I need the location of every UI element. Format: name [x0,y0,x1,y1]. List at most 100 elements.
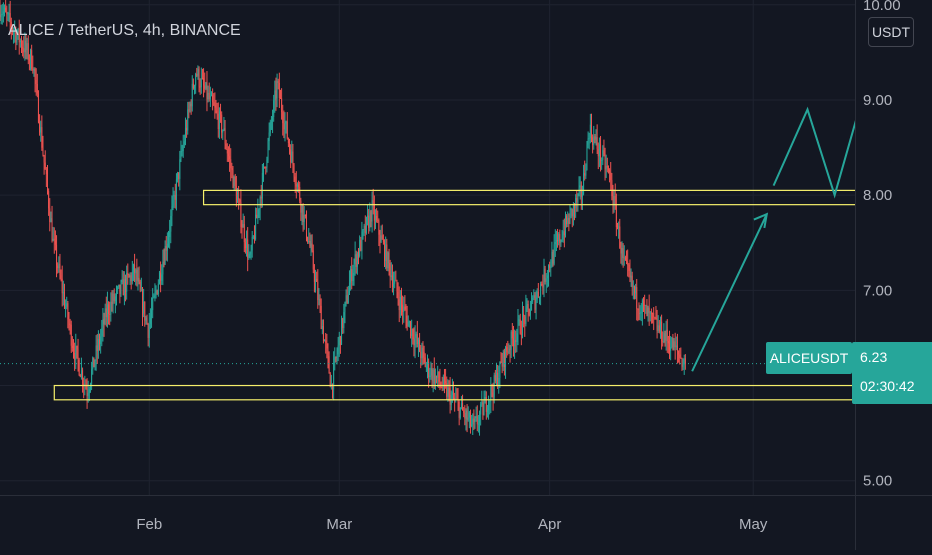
candle-body [411,329,413,336]
candle-body [624,257,626,260]
candle-body [477,423,479,425]
candle-body [654,317,656,319]
candle-body [52,238,54,241]
candle-body [221,114,223,133]
candle-body [453,391,455,398]
candle-body [393,283,395,287]
candle-body [405,309,407,316]
candle-body [129,275,131,278]
candle-body [408,321,410,323]
candle-body [661,321,663,342]
price-tick-label: 5.00 [863,473,892,490]
candle-body [115,289,117,297]
candle-body [156,290,158,295]
candle-body [235,186,237,203]
candle-body [296,184,298,187]
candle-body [198,69,200,87]
candle-body [260,197,262,199]
candle-body [285,121,287,124]
candle-body [120,282,122,295]
candle-body [276,81,278,99]
candle-body [266,159,268,168]
candle-body [31,50,33,69]
candle-body [559,234,561,244]
candle-body [304,215,306,217]
candle-body [554,241,556,245]
candle-body [643,300,645,305]
candle-body [184,127,186,142]
candle-body [438,371,440,382]
candle-body [311,243,313,251]
candle-body [636,287,638,309]
candle-body [679,354,681,358]
candle-body [384,242,386,261]
candle-body [95,345,97,361]
candle-body [490,386,492,401]
candle-body [66,303,68,307]
currency-badge[interactable]: USDT [868,17,914,47]
candle-body [593,136,595,146]
candle-body [400,296,402,305]
candle-body [308,240,310,242]
candle-body [248,253,250,258]
candle-body [86,388,88,396]
candle-body [580,185,582,197]
candle-body [61,278,63,294]
candle-body [354,254,356,265]
candle-body [59,263,61,276]
candle-body [586,144,588,170]
candle-body [5,7,7,12]
candle-body [172,196,174,207]
candle-body [516,333,518,342]
candle-body [270,121,272,123]
candle-body [105,308,107,318]
candle-body [598,144,600,157]
candle-body [242,224,244,228]
candle-body [395,280,397,282]
candle-body [372,200,374,205]
candle-body [638,309,640,314]
candle-body [1,14,3,16]
candle-body [611,180,613,197]
candle-body [607,167,609,171]
candle-body [241,227,243,229]
candle-body [555,239,557,242]
candle-body [404,306,406,310]
candle-body [140,290,142,292]
candle-body [37,93,39,123]
candle-body [187,109,189,131]
candle-body [234,176,236,187]
candle-body [646,305,648,317]
candle-body [79,374,81,378]
candle-body [263,166,265,173]
symbol-title[interactable]: ALICE / TetherUS, 4h, BINANCE [8,22,241,39]
candle-body [290,149,292,163]
candle-body [117,287,119,290]
candle-body [118,284,120,288]
candle-body [9,13,11,23]
candle-body [113,293,115,302]
candle-body [45,169,47,175]
candle-body [332,383,333,390]
candle-body [28,59,30,61]
candle-body [315,278,317,282]
candle-body [481,402,483,405]
candle-body [619,226,621,248]
candle-body [196,73,198,76]
candle-body [656,318,658,331]
candle-body [640,312,642,314]
candle-body [231,168,233,170]
candle-body [552,251,554,264]
candle-body [35,80,37,84]
candle-body [101,328,103,337]
candle-body [171,206,173,217]
candle-body [281,98,283,113]
candle-body [10,22,12,29]
candle-body [336,354,338,358]
candle-body [142,290,143,314]
last-price-symbol-label: ALICEUSDT [766,342,852,374]
candle-body [606,165,608,168]
candle-body [396,280,398,292]
